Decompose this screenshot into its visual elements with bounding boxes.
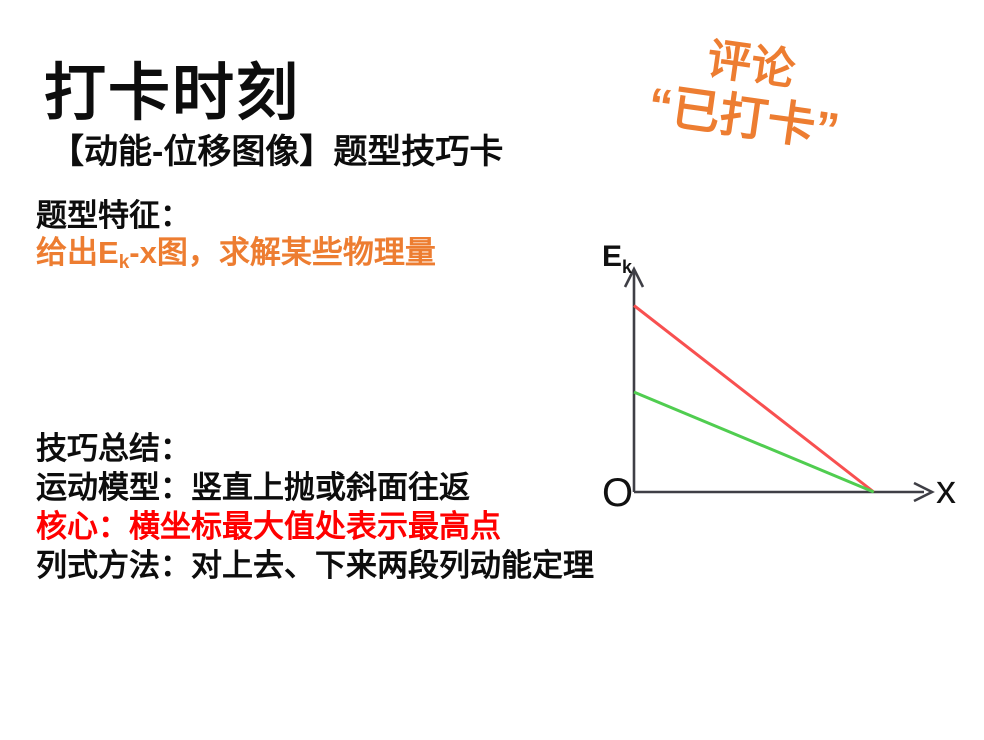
- green-line: [633, 390, 875, 494]
- origin-label: O: [602, 471, 633, 515]
- ek-x-chart: Ek O x: [602, 240, 956, 515]
- feature-line-prefix: 给出E: [36, 235, 119, 270]
- feature-line-rest: -x图，求解某些物理量: [129, 235, 436, 270]
- subtitle: 【动能-位移图像】题型技巧卡: [50, 133, 504, 171]
- feature-heading: 题型特征：: [36, 198, 191, 233]
- summary-heading: 技巧总结：: [36, 431, 191, 466]
- summary-line-core: 核心：横坐标最大值处表示最高点: [36, 509, 501, 544]
- summary-line-model: 运动模型：竖直上抛或斜面往返: [36, 470, 470, 505]
- y-axis-label: Ek: [602, 240, 633, 277]
- summary-section: 技巧总结： 运动模型：竖直上抛或斜面往返 核心：横坐标最大值处表示最高点 列式方…: [36, 429, 594, 585]
- x-axis-label: x: [936, 468, 956, 512]
- red-line: [633, 304, 875, 494]
- feature-line: 给出Ek-x图，求解某些物理量: [36, 227, 436, 272]
- page-title: 打卡时刻: [44, 59, 301, 128]
- x-axis-arrow-icon: [913, 481, 935, 503]
- feature-line-subscript: k: [118, 252, 130, 273]
- comment-sticker: 评论 “已打卡”: [606, 22, 888, 167]
- summary-line-method: 列式方法：对上去、下来两段列动能定理: [36, 548, 594, 583]
- y-axis-arrow-icon: [623, 266, 645, 288]
